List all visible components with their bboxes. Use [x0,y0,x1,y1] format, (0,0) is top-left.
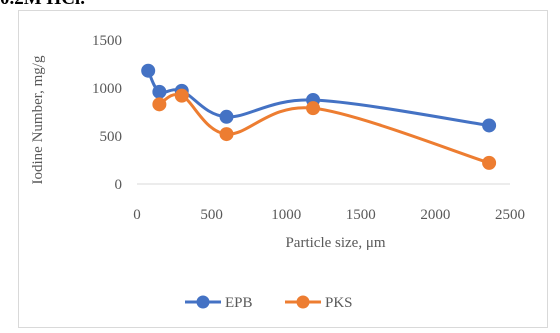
x-tick-label: 1000 [271,207,301,223]
y-tick-label: 1500 [92,33,122,49]
legend-label: PKS [325,295,353,311]
legend-label: EPB [225,295,253,311]
legend: EPB PKS [185,295,353,311]
y-tick-label: 500 [100,129,123,145]
x-axis-label: Particle size, μm [285,235,385,251]
y-tick-label: 0 [115,177,123,193]
series-line [159,94,489,162]
x-tick-label: 2000 [420,207,450,223]
axes: 0 500 1000 1500 2000 2500 0 500 1000 1500 [92,33,525,223]
data-point [153,85,166,98]
legend-item-epb: EPB [185,295,253,311]
x-tick-label: 1500 [346,207,376,223]
legend-marker [197,296,210,309]
x-tick-label: 2500 [495,207,525,223]
legend-marker [297,296,310,309]
y-tick-label: 1000 [92,81,122,97]
data-point [220,128,233,141]
series-epb [142,64,496,132]
data-point [483,156,496,169]
data-point [307,102,320,115]
data-point [220,110,233,123]
data-point [483,119,496,132]
y-axis-label: Iodine Number, mg/g [30,55,46,184]
data-point [142,64,155,77]
x-tick-label: 0 [133,207,141,223]
data-point [175,89,188,102]
x-tick-label: 500 [200,207,223,223]
legend-item-pks: PKS [285,295,353,311]
data-point [153,98,166,111]
series-layer [142,64,496,169]
